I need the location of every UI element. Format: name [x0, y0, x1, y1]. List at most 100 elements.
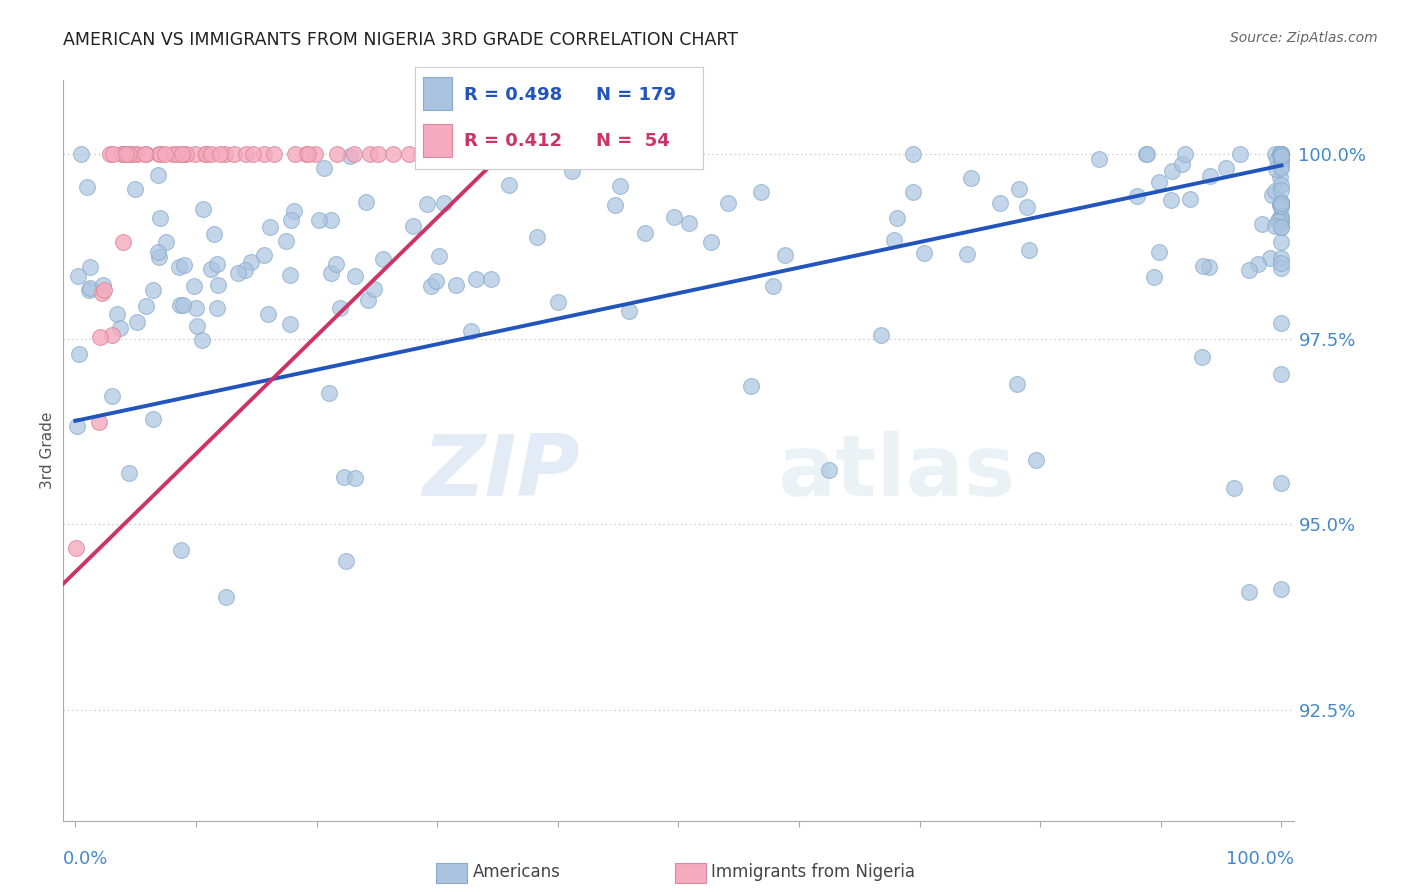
Point	[1258, 251, 1281, 265]
Point	[1267, 214, 1289, 228]
Point	[367, 147, 389, 161]
Point	[191, 202, 214, 216]
Point	[1215, 161, 1237, 175]
Point	[166, 147, 188, 161]
Point	[988, 195, 1011, 210]
Point	[1270, 215, 1292, 229]
Point	[450, 147, 472, 161]
Point	[333, 470, 356, 484]
Point	[1161, 164, 1184, 178]
Point	[194, 147, 217, 161]
Point	[717, 195, 740, 210]
Point	[183, 278, 205, 293]
Point	[450, 147, 472, 161]
Text: N = 179: N = 179	[596, 86, 676, 103]
Point	[1017, 200, 1039, 214]
Point	[1147, 175, 1170, 189]
Point	[118, 466, 141, 480]
Point	[256, 307, 278, 321]
Point	[359, 147, 381, 161]
Point	[117, 147, 139, 161]
Point	[319, 212, 342, 227]
Point	[1270, 152, 1292, 166]
Point	[184, 301, 207, 315]
Point	[561, 163, 583, 178]
Point	[1237, 584, 1260, 599]
Point	[1265, 162, 1288, 177]
Point	[1270, 147, 1292, 161]
Point	[146, 168, 169, 182]
Point	[363, 282, 385, 296]
Point	[1270, 147, 1292, 161]
Point	[1223, 481, 1246, 495]
Point	[344, 268, 367, 283]
Point	[398, 147, 420, 161]
Point	[207, 257, 229, 271]
Point	[1270, 199, 1292, 213]
Point	[1270, 476, 1292, 491]
Point	[1270, 147, 1292, 161]
Point	[173, 258, 195, 272]
Point	[429, 249, 451, 263]
Point	[77, 283, 100, 297]
Point	[1247, 257, 1270, 271]
Text: 100.0%: 100.0%	[1226, 850, 1294, 868]
Point	[1008, 182, 1031, 196]
Point	[1174, 147, 1197, 161]
Point	[409, 147, 432, 161]
Point	[371, 252, 394, 267]
Text: ZIP: ZIP	[422, 431, 579, 514]
Point	[76, 180, 98, 194]
Point	[1270, 196, 1292, 211]
Point	[69, 147, 91, 161]
Point	[460, 324, 482, 338]
Point	[1135, 147, 1157, 161]
Point	[326, 147, 349, 161]
Text: Immigrants from Nigeria: Immigrants from Nigeria	[711, 863, 915, 881]
Point	[1270, 316, 1292, 330]
Point	[304, 147, 326, 161]
Text: 0.0%: 0.0%	[63, 850, 108, 868]
Point	[416, 196, 439, 211]
Point	[1229, 147, 1251, 161]
Point	[1270, 195, 1292, 210]
Point	[318, 385, 340, 400]
Point	[1268, 169, 1291, 184]
Point	[90, 286, 112, 301]
Point	[818, 463, 841, 477]
Point	[101, 327, 124, 342]
Point	[1270, 178, 1292, 192]
Point	[956, 247, 979, 261]
Point	[1171, 157, 1194, 171]
Point	[1270, 219, 1292, 234]
Point	[134, 147, 156, 161]
Point	[603, 197, 626, 211]
Point	[105, 307, 128, 321]
Text: R = 0.412: R = 0.412	[464, 132, 562, 150]
Point	[1264, 219, 1286, 234]
Point	[278, 268, 301, 283]
Point	[122, 147, 145, 161]
Point	[664, 210, 686, 224]
Text: atlas: atlas	[776, 431, 1015, 514]
Point	[215, 590, 238, 604]
Point	[1270, 150, 1292, 164]
Text: Americans: Americans	[472, 863, 561, 881]
Point	[214, 147, 236, 161]
Point	[253, 248, 276, 262]
Point	[283, 203, 305, 218]
Point	[1270, 212, 1292, 227]
Point	[526, 230, 548, 244]
Point	[1192, 259, 1215, 273]
Point	[1270, 256, 1292, 270]
Point	[1270, 582, 1292, 596]
Point	[274, 234, 297, 248]
Point	[1180, 192, 1202, 206]
Point	[148, 251, 170, 265]
Point	[1270, 154, 1292, 169]
Point	[617, 303, 640, 318]
Point	[124, 182, 146, 196]
Point	[450, 147, 472, 161]
Point	[169, 298, 191, 312]
Point	[207, 277, 229, 292]
